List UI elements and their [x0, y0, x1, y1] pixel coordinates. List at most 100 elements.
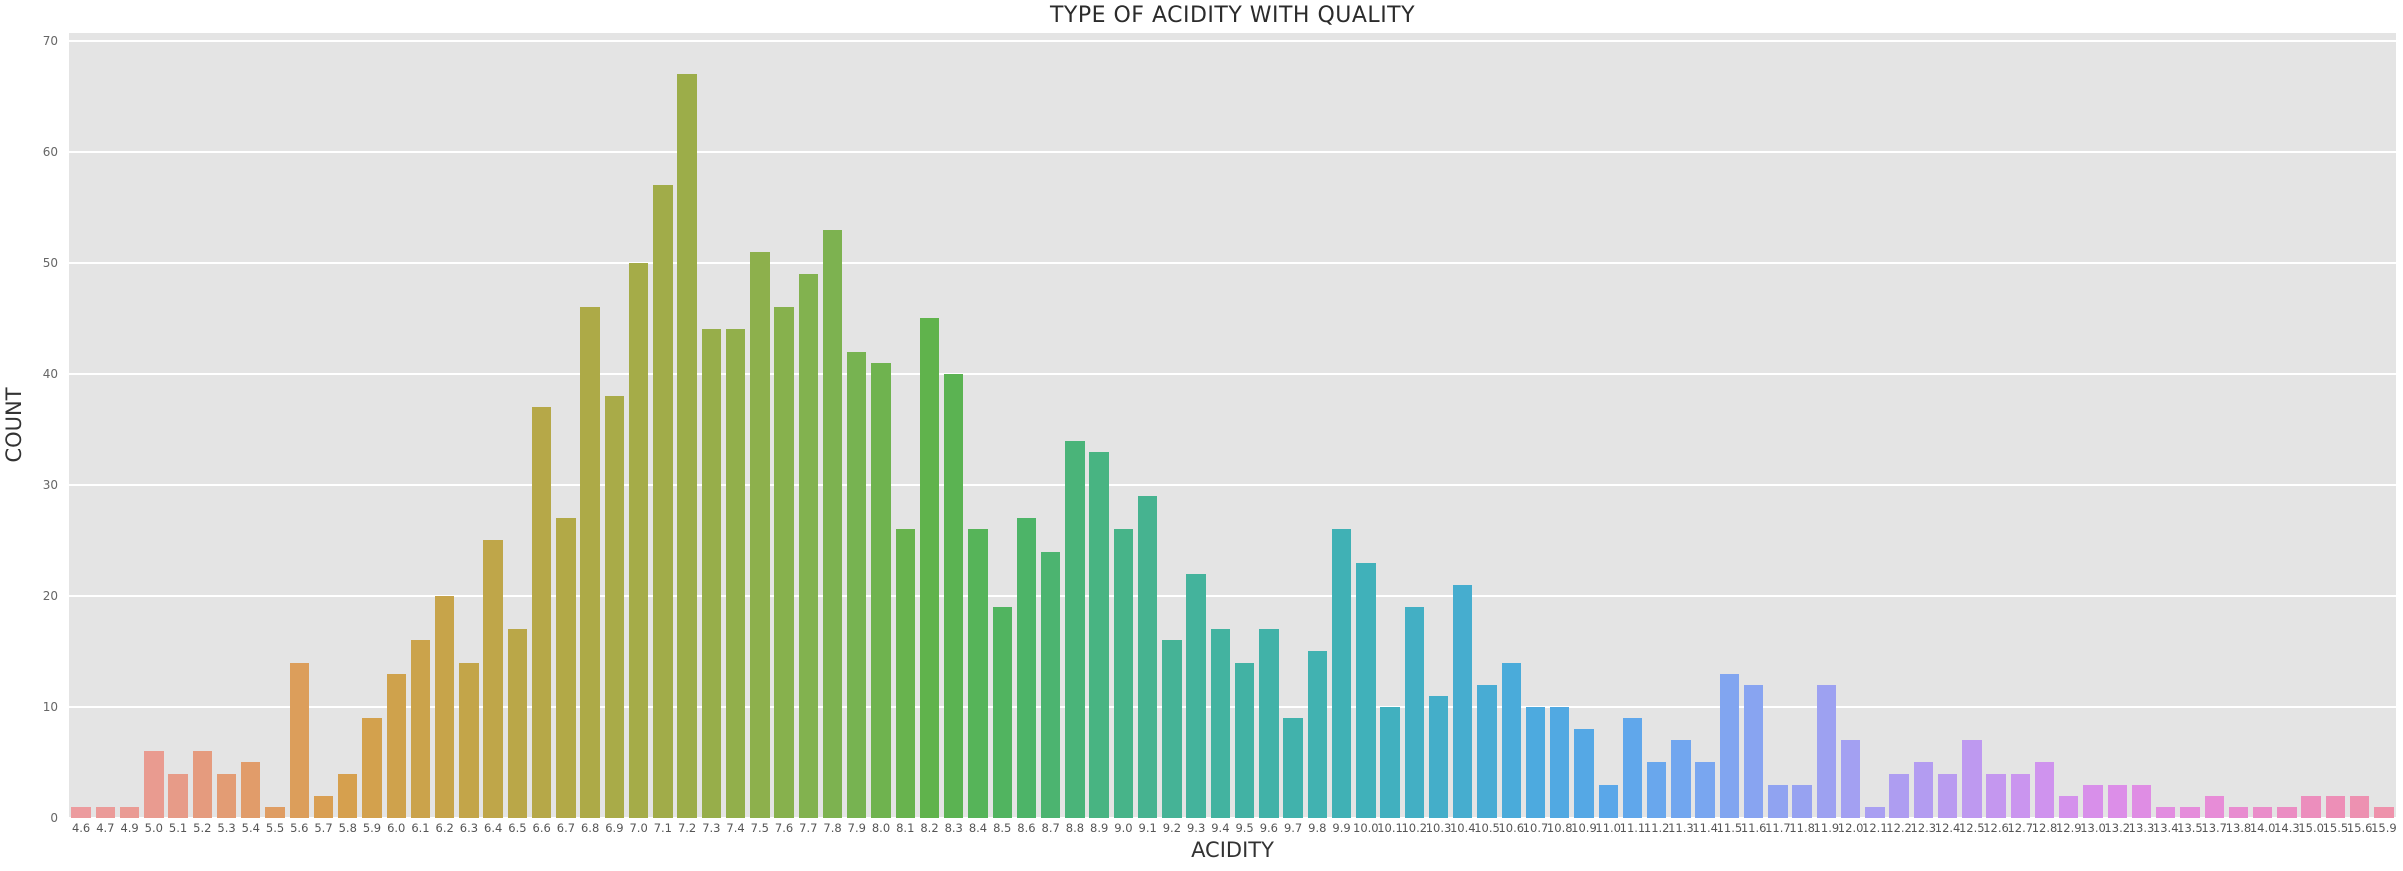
bar [1307, 651, 1328, 818]
bar [2374, 806, 2394, 818]
x-tick-label: 7.0 [629, 821, 648, 835]
bar [725, 329, 746, 818]
x-tick-label: 5.1 [168, 821, 188, 835]
x-tick-label: 9.8 [1308, 821, 1327, 835]
x-tick-label: 15.5 [2322, 821, 2349, 835]
bar [1089, 451, 1109, 818]
bar [2156, 806, 2176, 818]
y-tick-label: 30 [42, 477, 58, 492]
x-tick-label: 9.0 [1114, 821, 1133, 835]
x-tick-label: 9.4 [1211, 821, 1230, 835]
x-tick-label: 14.3 [2274, 821, 2300, 835]
y-tick-label: 60 [42, 144, 58, 159]
bar [71, 806, 91, 818]
bar [2010, 773, 2030, 818]
x-tick-label: 11.2 [1643, 821, 1670, 835]
bar [2131, 784, 2152, 818]
x-tick-label: 5.5 [265, 821, 285, 835]
bar [410, 640, 431, 818]
x-tick-label: 7.4 [726, 821, 745, 835]
x-tick-label: 8.5 [993, 821, 1012, 835]
bar [1865, 806, 1885, 818]
bar [1962, 740, 1982, 818]
x-tick-label: 6.5 [508, 821, 527, 835]
x-tick-label: 5.0 [144, 821, 163, 835]
bar [216, 773, 237, 818]
bar [1986, 773, 2006, 818]
bar [483, 540, 503, 818]
y-tick-label: 10 [42, 699, 58, 714]
y-tick-label: 70 [42, 33, 58, 48]
bar [119, 806, 140, 818]
x-tick-label: 12.3 [1910, 821, 1937, 835]
bar [750, 251, 770, 818]
bar [531, 407, 552, 818]
x-tick-label: 4.6 [71, 821, 91, 835]
x-tick-label: 5.4 [241, 821, 260, 835]
x-tick-label: 5.9 [362, 821, 382, 835]
bar [168, 773, 188, 818]
bar [992, 607, 1012, 818]
bar [822, 229, 843, 818]
bar [653, 185, 673, 818]
y-tick-label: 40 [42, 366, 58, 381]
x-tick-label: 8.1 [896, 821, 915, 835]
y-tick-label: 0 [50, 811, 58, 825]
gridline [69, 705, 2396, 708]
gridline [69, 483, 2396, 486]
bar [507, 629, 528, 818]
gridline [69, 594, 2396, 597]
x-tick-label: 9.2 [1162, 821, 1182, 835]
bar [871, 362, 891, 818]
bar [895, 529, 915, 818]
x-tick-label: 6.2 [435, 821, 454, 835]
bar [2325, 795, 2346, 818]
y-tick-label: 20 [42, 588, 58, 603]
x-tick-label: 12.2 [1886, 821, 1912, 835]
x-tick-label: 14.0 [2249, 821, 2276, 835]
bar [2349, 795, 2370, 818]
bar [944, 373, 964, 818]
x-tick-label: 12.5 [1958, 821, 1985, 835]
x-tick-label: 7.9 [847, 821, 866, 835]
bar [919, 318, 940, 818]
chart-title: TYPE OF ACIDITY WITH QUALITY [1049, 3, 1416, 28]
x-tick-label: 12.0 [1837, 821, 1864, 835]
x-tick-label: 10.9 [1571, 821, 1597, 835]
bar [2301, 795, 2321, 818]
x-tick-label: 6.0 [387, 821, 406, 835]
x-tick-label: 6.7 [556, 821, 576, 835]
bar [1622, 718, 1643, 818]
x-tick-label: 8.8 [1065, 821, 1085, 835]
bar [1234, 662, 1255, 818]
bar [1210, 629, 1231, 818]
x-tick-label: 11.0 [1595, 821, 1622, 835]
bar [1283, 718, 1303, 818]
x-tick-label: 13.3 [2128, 821, 2155, 835]
bar [1525, 706, 1546, 818]
x-tick-label: 9.6 [1259, 821, 1279, 835]
x-tick-label: 9.9 [1332, 821, 1351, 835]
bar [1331, 529, 1352, 818]
x-tick-label: 6.8 [580, 821, 600, 835]
x-tick-label: 6.3 [459, 821, 479, 835]
bar [2252, 806, 2273, 818]
x-tick-label: 4.7 [96, 821, 115, 835]
bar [2034, 762, 2055, 818]
y-tick-label: 50 [42, 255, 58, 270]
x-tick-label: 7.8 [823, 821, 842, 835]
x-tick-label: 13.0 [2080, 821, 2106, 835]
x-tick-label: 8.4 [968, 821, 988, 835]
bar [95, 806, 116, 818]
x-tick-label: 7.1 [653, 821, 673, 835]
bar [847, 351, 867, 818]
bar [289, 662, 309, 818]
x-tick-label: 12.7 [2007, 821, 2034, 835]
x-tick-label: 13.5 [2177, 821, 2203, 835]
x-tick-label: 8.2 [920, 821, 939, 835]
bar [338, 773, 358, 818]
bar [1356, 562, 1376, 818]
x-axis-label: ACIDITY [1191, 838, 1274, 862]
x-tick-label: 9.5 [1235, 821, 1254, 835]
x-tick-label: 11.9 [1813, 821, 1840, 835]
